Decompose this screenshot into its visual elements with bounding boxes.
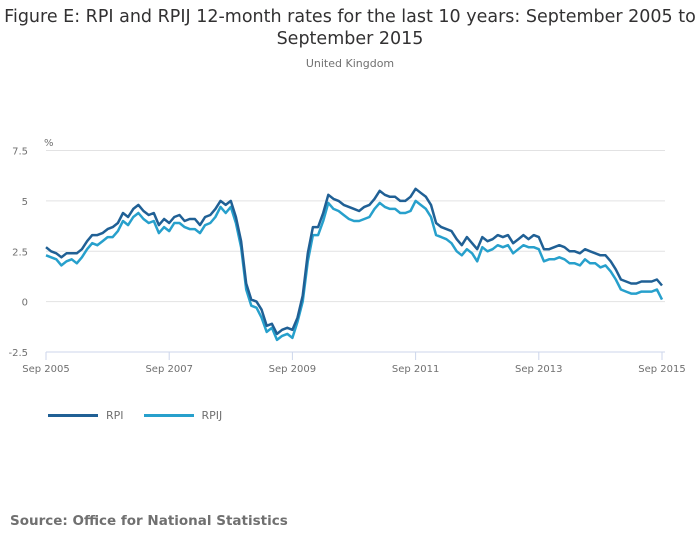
x-tick-label: Sep 2015 (638, 364, 685, 375)
legend-item-rpij[interactable]: RPIJ (143, 409, 223, 422)
legend-item-rpi[interactable]: RPI (48, 409, 124, 422)
source-note: Source: Office for National Statistics (10, 513, 288, 529)
series-line-rpij (45, 199, 664, 342)
x-tick-label: Sep 2013 (515, 364, 562, 375)
legend: RPI RPIJ (48, 409, 222, 422)
chart-subtitle: United Kingdom (305, 57, 395, 70)
y-axis-label: % (44, 138, 54, 149)
x-tick-label: Sep 2011 (392, 364, 439, 375)
x-tick-label: Sep 2005 (22, 364, 69, 375)
legend-swatch-rpij (143, 414, 194, 417)
y-tick-label: 0 (22, 298, 28, 309)
x-tick-label: Sep 2007 (145, 364, 192, 375)
legend-swatch-rpi (48, 414, 98, 417)
line-chart: % 7.5 5 2.5 0 -2.5 Sep 2005 Sep 2007 Sep 2009 S… (8, 138, 685, 375)
y-tick-label: -2.5 (8, 348, 28, 359)
series-line-rpi (45, 187, 663, 336)
y-tick-label: 7.5 (12, 147, 28, 158)
legend-label-rpij: RPIJ (201, 409, 223, 422)
y-tick-label: 5 (22, 197, 28, 208)
y-tick-label: 2.5 (12, 247, 28, 258)
legend-label-rpi: RPI (106, 409, 124, 422)
x-tick-label: Sep 2009 (269, 364, 316, 375)
chart-title: Figure E: RPI and RPIJ 12-month rates fo… (4, 7, 696, 49)
